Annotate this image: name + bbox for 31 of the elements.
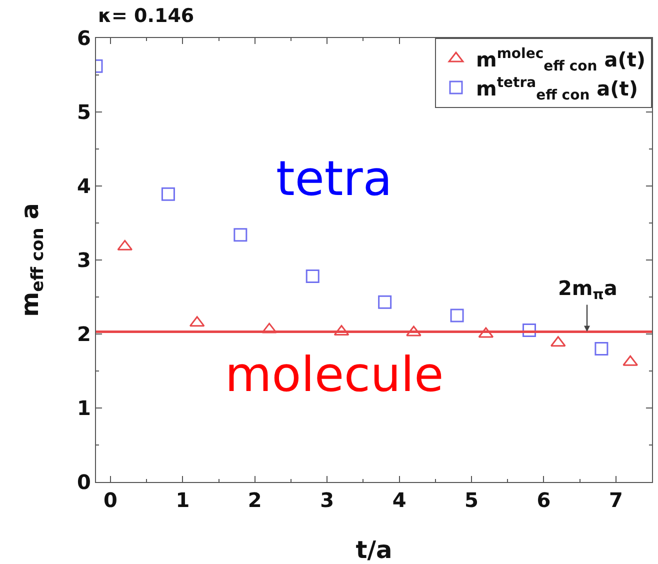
- x-tick-label: 4: [392, 488, 406, 512]
- point: [378, 295, 392, 309]
- x-tick-label: 1: [176, 488, 190, 512]
- annotation: molecule: [225, 347, 444, 403]
- legend-label: m$^{molec}$$_{eff con}$ a(t): [476, 46, 646, 74]
- x-tick-label: 7: [608, 488, 623, 512]
- point: [450, 308, 464, 322]
- point: [234, 228, 248, 242]
- x-tick-label: 6: [536, 488, 551, 512]
- legend-label: m$^{tetra}$$_{eff con}$ a(t): [476, 74, 638, 104]
- annotation: tetra: [276, 151, 392, 207]
- y-tick-label: 1: [76, 396, 91, 420]
- x-axis-title: t/a: [356, 536, 392, 564]
- y-tick-label: 6: [76, 26, 91, 50]
- point: [594, 342, 608, 356]
- point: [406, 326, 422, 336]
- text: κ= 0.146: [98, 5, 194, 27]
- y-tick-label: 5: [76, 100, 91, 124]
- y-tick-label: 3: [76, 248, 91, 272]
- x-tick-label: 0: [103, 488, 118, 512]
- x-tick-label: 3: [320, 488, 334, 512]
- point: [522, 324, 536, 338]
- y-tick-label: 0: [76, 470, 91, 494]
- y-tick-label: 2: [76, 322, 91, 346]
- point: [262, 322, 277, 334]
- ref-line-label: 2m$_{π}$a: [558, 276, 618, 304]
- point: [161, 187, 175, 201]
- point: [306, 270, 320, 284]
- x-tick-label: 2: [248, 488, 262, 512]
- y-tick-label: 4: [76, 174, 91, 198]
- x-tick-label: 5: [464, 488, 478, 512]
